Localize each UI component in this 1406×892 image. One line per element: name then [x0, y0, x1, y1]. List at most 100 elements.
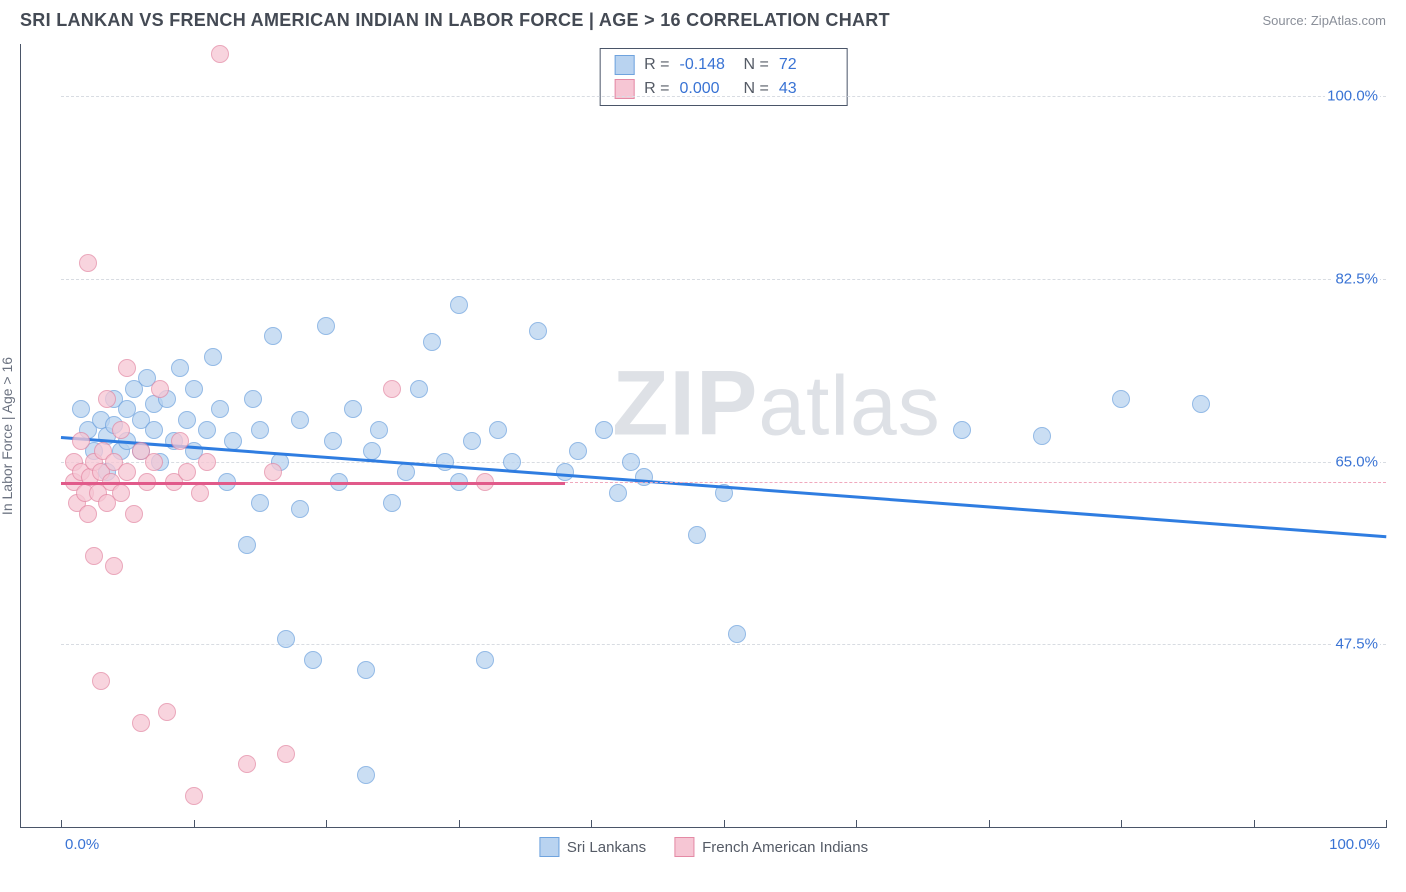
scatter-point — [118, 463, 136, 481]
legend-swatch — [539, 837, 559, 857]
scatter-point — [688, 526, 706, 544]
n-label: N = — [744, 53, 769, 77]
scatter-point — [244, 390, 262, 408]
scatter-point — [79, 505, 97, 523]
scatter-point — [171, 432, 189, 450]
scatter-point — [728, 625, 746, 643]
r-label: R = — [644, 77, 669, 101]
scatter-point — [85, 547, 103, 565]
scatter-point — [125, 505, 143, 523]
y-axis-title: In Labor Force | Age > 16 — [0, 356, 15, 514]
scatter-point — [635, 468, 653, 486]
scatter-point — [304, 651, 322, 669]
scatter-point — [357, 661, 375, 679]
legend-stats-box: R = -0.148N = 72R = 0.000 N = 43 — [599, 48, 848, 106]
scatter-point — [370, 421, 388, 439]
scatter-point — [291, 500, 309, 518]
trendline-extrapolated — [565, 482, 1387, 483]
scatter-point — [251, 421, 269, 439]
legend-stat-row: R = 0.000 N = 43 — [614, 77, 833, 101]
gridline — [61, 462, 1386, 463]
scatter-point — [1112, 390, 1130, 408]
y-tick-label: 100.0% — [1325, 88, 1380, 105]
scatter-point — [489, 421, 507, 439]
scatter-point — [145, 453, 163, 471]
legend-item: Sri Lankans — [539, 837, 646, 857]
r-label: R = — [644, 53, 669, 77]
scatter-point — [383, 494, 401, 512]
scatter-point — [436, 453, 454, 471]
scatter-point — [238, 755, 256, 773]
scatter-point — [463, 432, 481, 450]
x-tick — [1386, 820, 1387, 828]
legend-stat-row: R = -0.148N = 72 — [614, 53, 833, 77]
x-tick — [61, 820, 62, 828]
scatter-point — [185, 787, 203, 805]
scatter-point — [569, 442, 587, 460]
x-axis-label-max: 100.0% — [1329, 836, 1380, 853]
scatter-point — [277, 630, 295, 648]
legend-item: French American Indians — [674, 837, 868, 857]
scatter-point — [72, 432, 90, 450]
scatter-point — [503, 453, 521, 471]
x-tick — [459, 820, 460, 828]
source-attribution: Source: ZipAtlas.com — [1262, 13, 1386, 28]
scatter-point — [112, 484, 130, 502]
scatter-point — [344, 400, 362, 418]
plot-area: ZIPatlas R = -0.148N = 72R = 0.000 N = 43… — [61, 44, 1386, 827]
scatter-point — [1033, 427, 1051, 445]
watermark: ZIPatlas — [612, 352, 941, 457]
scatter-point — [185, 380, 203, 398]
scatter-point — [1192, 395, 1210, 413]
scatter-point — [324, 432, 342, 450]
scatter-point — [622, 453, 640, 471]
chart-title: SRI LANKAN VS FRENCH AMERICAN INDIAN IN … — [20, 10, 890, 31]
x-axis-label-min: 0.0% — [65, 836, 99, 853]
trendline — [61, 436, 1386, 538]
gridline — [61, 644, 1386, 645]
x-tick — [591, 820, 592, 828]
scatter-point — [118, 359, 136, 377]
legend-swatch — [614, 55, 634, 75]
scatter-point — [198, 421, 216, 439]
trendline — [61, 482, 565, 485]
legend-label: Sri Lankans — [567, 839, 646, 856]
scatter-point — [410, 380, 428, 398]
scatter-point — [72, 400, 90, 418]
y-tick-label: 82.5% — [1333, 270, 1380, 287]
n-value: 72 — [779, 53, 833, 77]
scatter-point — [291, 411, 309, 429]
scatter-point — [383, 380, 401, 398]
scatter-point — [363, 442, 381, 460]
scatter-point — [529, 322, 547, 340]
x-tick — [326, 820, 327, 828]
x-tick — [1121, 820, 1122, 828]
scatter-point — [105, 557, 123, 575]
r-value: 0.000 — [680, 77, 734, 101]
scatter-point — [92, 672, 110, 690]
gridline — [61, 96, 1386, 97]
scatter-point — [264, 463, 282, 481]
scatter-point — [238, 536, 256, 554]
scatter-point — [423, 333, 441, 351]
y-tick-label: 65.0% — [1333, 453, 1380, 470]
scatter-point — [112, 421, 130, 439]
legend-label: French American Indians — [702, 839, 868, 856]
scatter-point — [595, 421, 613, 439]
scatter-point — [476, 651, 494, 669]
y-tick-label: 47.5% — [1333, 636, 1380, 653]
x-tick — [856, 820, 857, 828]
scatter-point — [264, 327, 282, 345]
n-value: 43 — [779, 77, 833, 101]
series-legend: Sri Lankans French American Indians — [539, 837, 868, 857]
chart-frame: In Labor Force | Age > 16 ZIPatlas R = -… — [20, 44, 1386, 828]
scatter-point — [211, 45, 229, 63]
scatter-point — [450, 296, 468, 314]
scatter-point — [556, 463, 574, 481]
n-label: N = — [744, 77, 769, 101]
x-tick — [724, 820, 725, 828]
scatter-point — [953, 421, 971, 439]
scatter-point — [151, 380, 169, 398]
scatter-point — [158, 703, 176, 721]
scatter-point — [251, 494, 269, 512]
